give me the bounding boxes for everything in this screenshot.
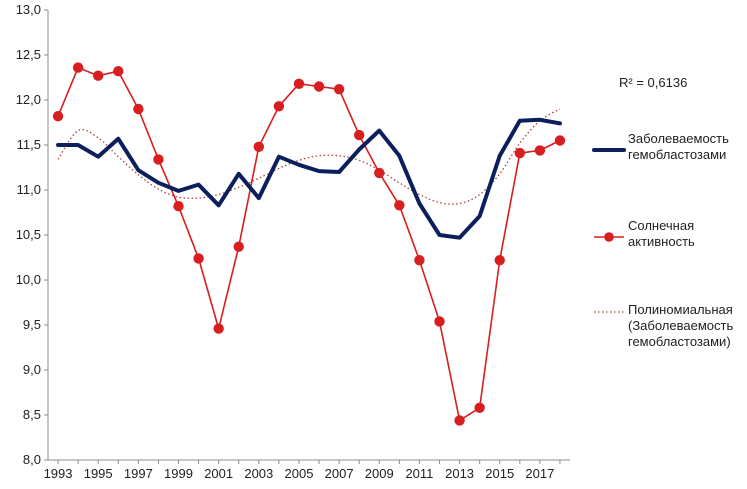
- y-tick-label: 13,0: [16, 2, 41, 17]
- series-solar-point: [133, 103, 144, 115]
- x-tick-label: 2003: [244, 466, 273, 481]
- y-tick-label: 12,0: [16, 92, 41, 107]
- y-tick-label: 8,5: [23, 407, 41, 422]
- series-solar-point: [113, 66, 124, 77]
- series-solar-point: [153, 154, 164, 165]
- series-solar-point: [193, 253, 204, 264]
- series-solar-point: [514, 147, 526, 159]
- y-tick-label: 9,5: [23, 317, 41, 332]
- r-squared-annotation: R² = 0,6136: [619, 75, 687, 90]
- legend-label: Заболеваемость: [628, 131, 729, 146]
- y-tick-label: 11,0: [17, 182, 41, 197]
- series-solar-point: [52, 111, 64, 122]
- x-tick-label: 1997: [124, 466, 153, 481]
- x-tick-label: 2015: [485, 466, 514, 481]
- y-tick-label: 12,5: [16, 47, 41, 62]
- series-solar-point: [374, 167, 385, 179]
- x-tick-label: 1993: [44, 466, 73, 481]
- series-solar-line: [57, 66, 561, 422]
- series-solar-point: [394, 200, 405, 211]
- y-tick-label: 8,0: [23, 452, 41, 467]
- y-tick-label: 11,5: [17, 137, 41, 152]
- legend-label: (Заболеваемость: [628, 318, 733, 333]
- legend-label: Полиномиальная: [628, 302, 733, 317]
- series-trendline: [57, 108, 561, 205]
- x-tick-label: 1995: [84, 466, 113, 481]
- x-tick-label: 2001: [204, 466, 233, 481]
- series-solar-point: [353, 129, 365, 141]
- legend-label: гемобластозами): [628, 334, 731, 349]
- series-solar-point: [534, 145, 546, 156]
- series-solar-point: [474, 402, 485, 413]
- y-axis: 8,0 8,5 9,0 9,5 10,0 10,5 11,0 11,5 12,0 12,5 13,0: [16, 2, 49, 467]
- legend-label: Солнечная: [628, 218, 694, 233]
- y-tick-label: 10,0: [16, 272, 41, 287]
- legend-label: гемобластозами: [628, 147, 726, 162]
- legend-label: активность: [628, 234, 695, 249]
- x-tick-label: 2013: [445, 466, 474, 481]
- x-axis: 1993 1995 1997 1999 2001 2003 2005 2007 2009 2011…: [44, 459, 570, 481]
- legend-swatch-solar-marker: [604, 232, 614, 242]
- series-solar-point: [253, 141, 265, 152]
- plot-area: [52, 62, 566, 426]
- y-tick-label: 9,0: [23, 362, 41, 377]
- series-solar-point: [554, 135, 566, 146]
- y-tick-label: 10,5: [16, 227, 41, 242]
- series-solar-point: [414, 255, 425, 266]
- x-tick-label: 1999: [164, 466, 193, 481]
- series-solar-point: [213, 323, 224, 334]
- series-solar-point: [92, 70, 104, 81]
- series-incidence-line: [56, 117, 562, 240]
- x-tick-label: 2007: [325, 466, 354, 481]
- x-tick-label: 2009: [365, 466, 394, 481]
- series-solar-point: [173, 201, 184, 212]
- series-solar-point: [233, 241, 244, 252]
- series-solar-point: [313, 81, 325, 92]
- x-tick-label: 2005: [285, 466, 314, 481]
- series-solar-point: [494, 255, 505, 266]
- series-solar-point: [454, 415, 465, 426]
- series-solar-point: [273, 101, 285, 112]
- series-solar-point: [72, 62, 84, 73]
- series-solar-point: [333, 84, 345, 95]
- series-solar-point: [293, 78, 305, 90]
- series-solar-point: [434, 316, 445, 327]
- x-tick-label: 2017: [525, 466, 554, 481]
- x-tick-label: 2011: [405, 466, 433, 481]
